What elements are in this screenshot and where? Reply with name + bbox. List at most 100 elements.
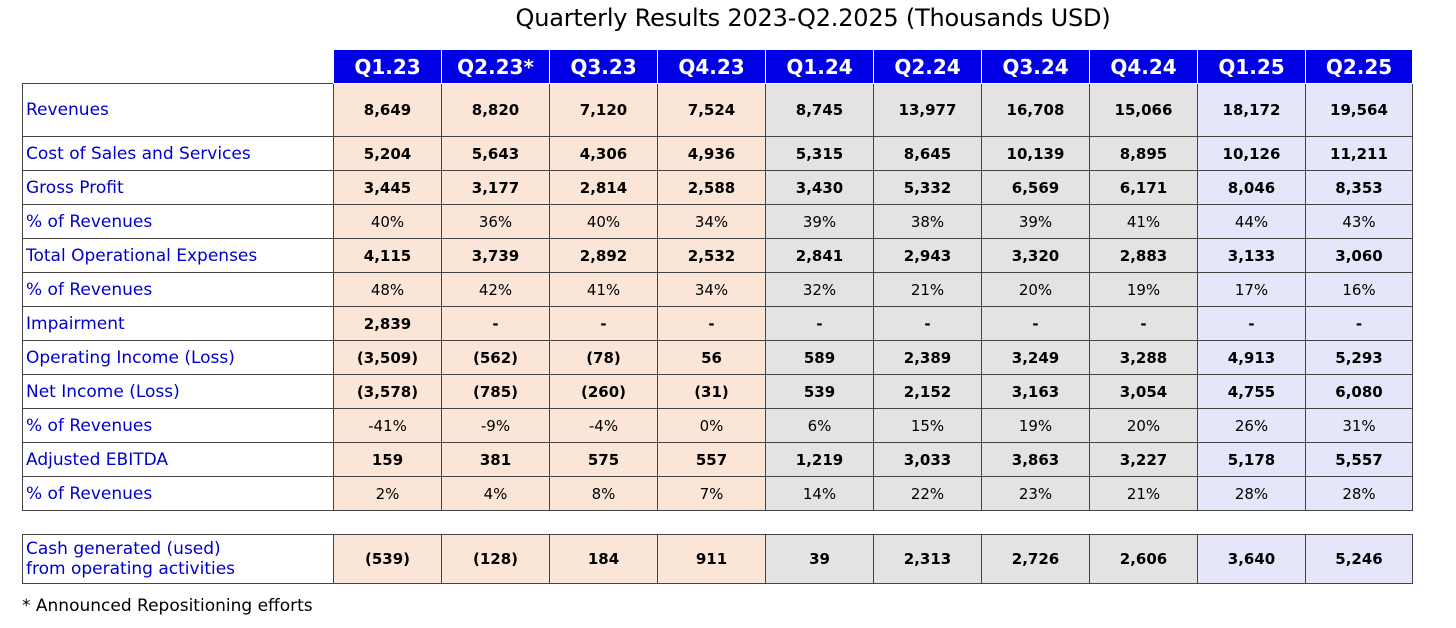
table-cell: (3,509) — [333, 340, 442, 375]
row-label: % of Revenues — [22, 272, 334, 307]
row-label: % of Revenues — [22, 476, 334, 511]
footnote: * Announced Repositioning efforts — [22, 596, 313, 616]
table-cell: 19% — [981, 408, 1090, 443]
row-label: Net Income (Loss) — [22, 374, 334, 409]
row-label: % of Revenues — [22, 408, 334, 443]
results-table: Q1.23 Q2.23* Q3.23 Q4.23 Q1.24 Q2.24 Q3.24 Q4.2… — [22, 49, 1413, 511]
table-cell: 6% — [765, 408, 874, 443]
table-row: Adjusted EBITDA 159 381 575 557 1,219 3,033 3,8… — [22, 442, 1413, 477]
table-cell: 28% — [1197, 476, 1306, 511]
table-cell: 2,532 — [657, 238, 766, 273]
table-cell: 3,249 — [981, 340, 1090, 375]
table-cell: 40% — [549, 204, 658, 239]
table-cell: 21% — [873, 272, 982, 307]
cash-flow-label: Cash generated (used) from operating act… — [22, 534, 334, 584]
cash-flow-cell: 5,246 — [1305, 534, 1413, 584]
table-cell: 5,293 — [1305, 340, 1413, 375]
table-cell: 3,177 — [441, 170, 550, 205]
row-label: Revenues — [22, 83, 334, 137]
row-label: Cost of Sales and Services — [22, 136, 334, 171]
table-row: Revenues 8,649 8,820 7,120 7,524 8,745 13,977 1… — [22, 83, 1413, 137]
table-cell: 43% — [1305, 204, 1413, 239]
table-cell: 6,569 — [981, 170, 1090, 205]
table-cell: 17% — [1197, 272, 1306, 307]
table-cell: 38% — [873, 204, 982, 239]
table-cell: - — [873, 306, 982, 341]
cash-flow-cell: 2,313 — [873, 534, 982, 584]
table-cell: 575 — [549, 442, 658, 477]
table-cell: 28% — [1305, 476, 1413, 511]
table-cell: - — [549, 306, 658, 341]
column-header: Q3.24 — [981, 49, 1090, 84]
table-cell: 7% — [657, 476, 766, 511]
table-cell: 4% — [441, 476, 550, 511]
table-cell: 32% — [765, 272, 874, 307]
table-cell: 11,211 — [1305, 136, 1413, 171]
table-cell: 21% — [1089, 476, 1198, 511]
cash-flow-cell: 911 — [657, 534, 766, 584]
column-header: Q2.23* — [441, 49, 550, 84]
table-row: Operating Income (Loss) (3,509) (562) (78) 5… — [22, 340, 1413, 375]
table-cell: 15,066 — [1089, 83, 1198, 137]
table-cell: 31% — [1305, 408, 1413, 443]
table-cell: 5,178 — [1197, 442, 1306, 477]
table-cell: 3,445 — [333, 170, 442, 205]
table-cell: 8,745 — [765, 83, 874, 137]
table-cell: - — [981, 306, 1090, 341]
table-cell: 159 — [333, 442, 442, 477]
table-cell: 5,315 — [765, 136, 874, 171]
table-cell: 2,883 — [1089, 238, 1198, 273]
table-cell: 3,033 — [873, 442, 982, 477]
row-label: Impairment — [22, 306, 334, 341]
table-cell: 2,152 — [873, 374, 982, 409]
table-title: Quarterly Results 2023-Q2.2025 (Thousand… — [515, 4, 1111, 32]
table-cell: - — [765, 306, 874, 341]
table-cell: 3,863 — [981, 442, 1090, 477]
table-row: % of Revenues -41% -9% -4% 0% 6% 15% 19% 20% 26% 3… — [22, 408, 1413, 443]
table-cell: 16% — [1305, 272, 1413, 307]
table-cell: 8,649 — [333, 83, 442, 137]
table-cell: 34% — [657, 204, 766, 239]
table-cell: 8,353 — [1305, 170, 1413, 205]
table-cell: 26% — [1197, 408, 1306, 443]
table-cell: 19,564 — [1305, 83, 1413, 137]
column-header: Q1.25 — [1197, 49, 1306, 84]
table-cell: 8,046 — [1197, 170, 1306, 205]
table-cell: 5,332 — [873, 170, 982, 205]
table-cell: 3,739 — [441, 238, 550, 273]
column-header: Q1.24 — [765, 49, 874, 84]
table-cell: 40% — [333, 204, 442, 239]
table-cell: 15% — [873, 408, 982, 443]
table-cell: (31) — [657, 374, 766, 409]
table-cell: 539 — [765, 374, 874, 409]
cash-flow-cell: (539) — [333, 534, 442, 584]
table-cell: 10,126 — [1197, 136, 1306, 171]
column-header: Q3.23 — [549, 49, 658, 84]
table-cell: 7,524 — [657, 83, 766, 137]
column-header: Q2.24 — [873, 49, 982, 84]
table-cell: 4,306 — [549, 136, 658, 171]
table-cell: 2% — [333, 476, 442, 511]
table-cell: - — [441, 306, 550, 341]
table-cell: 56 — [657, 340, 766, 375]
table-cell: 8,645 — [873, 136, 982, 171]
table-cell: 2,943 — [873, 238, 982, 273]
table-cell: 589 — [765, 340, 874, 375]
table-cell: 2,892 — [549, 238, 658, 273]
table-cell: 13,977 — [873, 83, 982, 137]
table-cell: 4,755 — [1197, 374, 1306, 409]
table-cell: 3,060 — [1305, 238, 1413, 273]
table-row: Net Income (Loss) (3,578) (785) (260) (31) 53… — [22, 374, 1413, 409]
table-cell: - — [657, 306, 766, 341]
table-cell: -9% — [441, 408, 550, 443]
table-row: Impairment 2,839- - - - - - - - - — [22, 306, 1413, 341]
table-cell: 3,320 — [981, 238, 1090, 273]
table-cell: 0% — [657, 408, 766, 443]
table-cell: 2,588 — [657, 170, 766, 205]
cash-flow-cell: 39 — [765, 534, 874, 584]
cash-flow-cell: 184 — [549, 534, 658, 584]
table-cell: 4,936 — [657, 136, 766, 171]
table-cell: 3,163 — [981, 374, 1090, 409]
table-cell: 48% — [333, 272, 442, 307]
table-cell: 7,120 — [549, 83, 658, 137]
